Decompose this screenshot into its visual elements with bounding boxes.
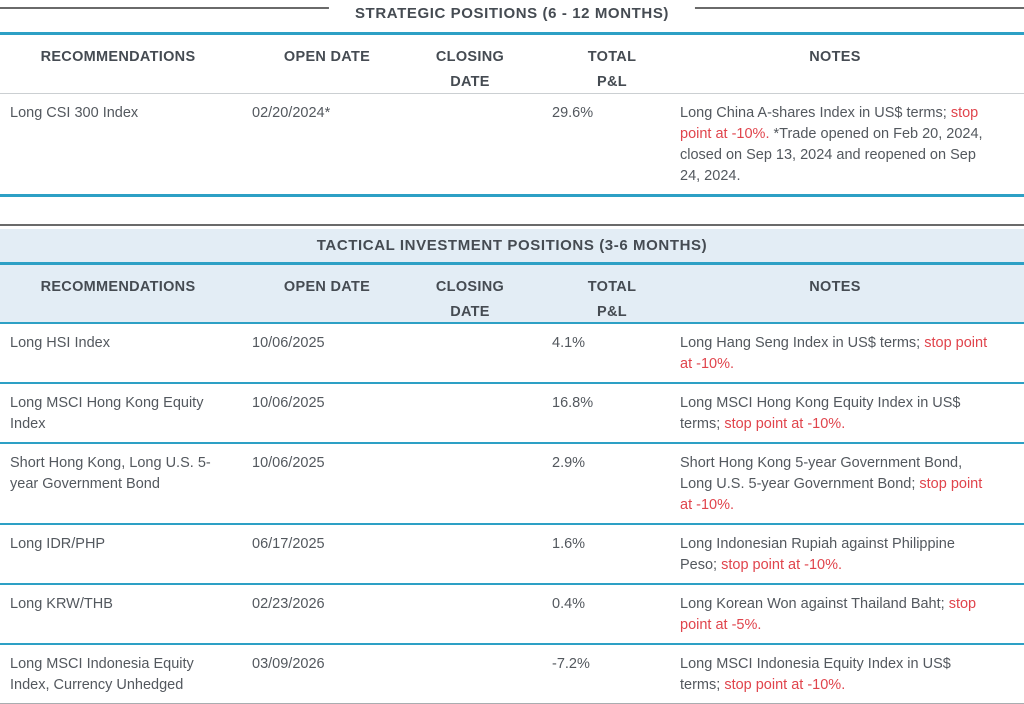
note-segment-stop-point: stop point at -10%. bbox=[721, 557, 843, 573]
total-pnl-cell: 0.4% bbox=[552, 596, 586, 612]
closing-date-cell bbox=[402, 585, 538, 643]
column-header-open-date: OPEN DATE bbox=[283, 49, 371, 65]
note-segment: Long Indonesian Rupiah against Philippin… bbox=[680, 536, 955, 573]
total-pnl-cell: 2.9% bbox=[552, 455, 586, 471]
teal-divider bbox=[0, 262, 1024, 265]
section-gap bbox=[0, 197, 1024, 224]
recommendation-cell: Long HSI Index bbox=[10, 335, 110, 351]
strategic-title-row: STRATEGIC POSITIONS (6 - 12 MONTHS) bbox=[0, 0, 1024, 32]
total-pnl-cell: 4.1% bbox=[552, 335, 586, 351]
column-header-closing-date: CLOSING DATE bbox=[435, 49, 505, 90]
strategic-positions-table: STRATEGIC POSITIONS (6 - 12 MONTHS) RECO… bbox=[0, 0, 1024, 197]
column-header-recommendations: RECOMMENDATIONS bbox=[40, 49, 196, 65]
column-header-total-pnl: TOTAL P&L bbox=[587, 49, 637, 90]
notes-cell: Long Hang Seng Index in US$ terms; stop … bbox=[672, 324, 1024, 382]
closing-date-cell bbox=[402, 645, 538, 703]
recommendation-cell: Long KRW/THB bbox=[10, 596, 113, 612]
table-bottom-rule bbox=[0, 194, 1024, 197]
strategic-header-row: RECOMMENDATIONS OPEN DATE CLOSING DATE T… bbox=[0, 35, 1024, 93]
tactical-positions-table: TACTICAL INVESTMENT POSITIONS (3-6 MONTH… bbox=[0, 224, 1024, 704]
table-row: Long CSI 300 Index 02/20/2024* 29.6% Lon… bbox=[0, 94, 1024, 194]
note-segment: *Trade opened on Feb 20, 2024, closed on… bbox=[680, 126, 983, 184]
strategic-title: STRATEGIC POSITIONS (6 - 12 MONTHS) bbox=[328, 0, 696, 28]
column-header-notes: NOTES bbox=[809, 49, 861, 65]
open-date-cell: 06/17/2025 bbox=[252, 536, 325, 552]
total-pnl-cell: 29.6% bbox=[552, 105, 594, 121]
open-date-cell: 10/06/2025 bbox=[252, 455, 325, 471]
note-segment-stop-point: stop point at -10%. bbox=[724, 416, 846, 432]
teal-divider bbox=[0, 32, 1024, 35]
note-segment: Long MSCI Indonesia Equity Index in US$ … bbox=[680, 656, 951, 693]
column-header-notes: NOTES bbox=[809, 279, 861, 295]
tactical-title-row: TACTICAL INVESTMENT POSITIONS (3-6 MONTH… bbox=[0, 229, 1024, 262]
recommendation-cell: Short Hong Kong, Long U.S. 5-year Govern… bbox=[10, 455, 211, 492]
table-row: Long KRW/THB 02/23/2026 0.4% Long Korean… bbox=[0, 585, 1024, 645]
closing-date-cell bbox=[402, 444, 538, 523]
closing-date-cell bbox=[402, 94, 538, 194]
open-date-cell: 10/06/2025 bbox=[252, 395, 325, 411]
table-row: Long MSCI Indonesia Equity Index, Curren… bbox=[0, 645, 1024, 703]
note-segment-stop-point: stop point at -10%. bbox=[680, 476, 983, 513]
notes-cell: Long Indonesian Rupiah against Philippin… bbox=[672, 525, 1024, 583]
column-header-open-date: OPEN DATE bbox=[283, 279, 371, 295]
notes-cell: Long MSCI Indonesia Equity Index in US$ … bbox=[672, 645, 1024, 703]
open-date-cell: 03/09/2026 bbox=[252, 656, 325, 672]
note-segment: Long China A-shares Index in US$ terms; bbox=[680, 105, 951, 121]
note-segment-stop-point: stop point at -10%. bbox=[680, 335, 988, 372]
notes-cell: Long Korean Won against Thailand Baht; s… bbox=[672, 585, 1024, 643]
table-row: Short Hong Kong, Long U.S. 5-year Govern… bbox=[0, 444, 1024, 525]
note-segment-stop-point: stop point at -10%. bbox=[724, 677, 846, 693]
total-pnl-cell: -7.2% bbox=[552, 656, 590, 672]
column-header-closing-date: CLOSING DATE bbox=[435, 279, 505, 320]
header-divider bbox=[0, 93, 1024, 94]
note-segment: Short Hong Kong 5-year Government Bond, … bbox=[680, 455, 963, 492]
tactical-title: TACTICAL INVESTMENT POSITIONS (3-6 MONTH… bbox=[316, 237, 708, 254]
note-segment: Long Korean Won against Thailand Baht; bbox=[680, 596, 949, 612]
column-header-total-pnl: TOTAL P&L bbox=[587, 279, 637, 320]
table-row: Long IDR/PHP 06/17/2025 1.6% Long Indone… bbox=[0, 525, 1024, 585]
notes-cell: Long China A-shares Index in US$ terms; … bbox=[672, 94, 1024, 194]
tactical-header-row: RECOMMENDATIONS OPEN DATE CLOSING DATE T… bbox=[0, 265, 1024, 322]
recommendation-cell: Long MSCI Indonesia Equity Index, Curren… bbox=[10, 656, 194, 693]
open-date-cell: 10/06/2025 bbox=[252, 335, 325, 351]
recommendation-cell: Long IDR/PHP bbox=[10, 536, 106, 552]
note-segment: Long Hang Seng Index in US$ terms; bbox=[680, 335, 925, 351]
tactical-top-rule bbox=[0, 224, 1024, 226]
table-row: Long MSCI Hong Kong Equity Index 10/06/2… bbox=[0, 384, 1024, 444]
closing-date-cell bbox=[402, 525, 538, 583]
total-pnl-cell: 1.6% bbox=[552, 536, 586, 552]
total-pnl-cell: 16.8% bbox=[552, 395, 594, 411]
closing-date-cell bbox=[402, 324, 538, 382]
column-header-recommendations: RECOMMENDATIONS bbox=[40, 279, 196, 295]
table-row: Long HSI Index 10/06/2025 4.1% Long Hang… bbox=[0, 324, 1024, 384]
note-segment-stop-point: stop point at -10%. bbox=[680, 105, 979, 142]
notes-cell: Short Hong Kong 5-year Government Bond, … bbox=[672, 444, 1024, 523]
header-divider bbox=[0, 322, 1024, 324]
closing-date-cell bbox=[402, 384, 538, 442]
recommendation-cell: Long CSI 300 Index bbox=[10, 105, 139, 121]
open-date-cell: 02/23/2026 bbox=[252, 596, 325, 612]
open-date-cell: 02/20/2024* bbox=[252, 105, 331, 121]
notes-cell: Long MSCI Hong Kong Equity Index in US$ … bbox=[672, 384, 1024, 442]
note-segment: Long MSCI Hong Kong Equity Index in US$ … bbox=[680, 395, 961, 432]
note-segment-stop-point: stop point at -5%. bbox=[680, 596, 977, 633]
recommendation-cell: Long MSCI Hong Kong Equity Index bbox=[10, 395, 204, 432]
